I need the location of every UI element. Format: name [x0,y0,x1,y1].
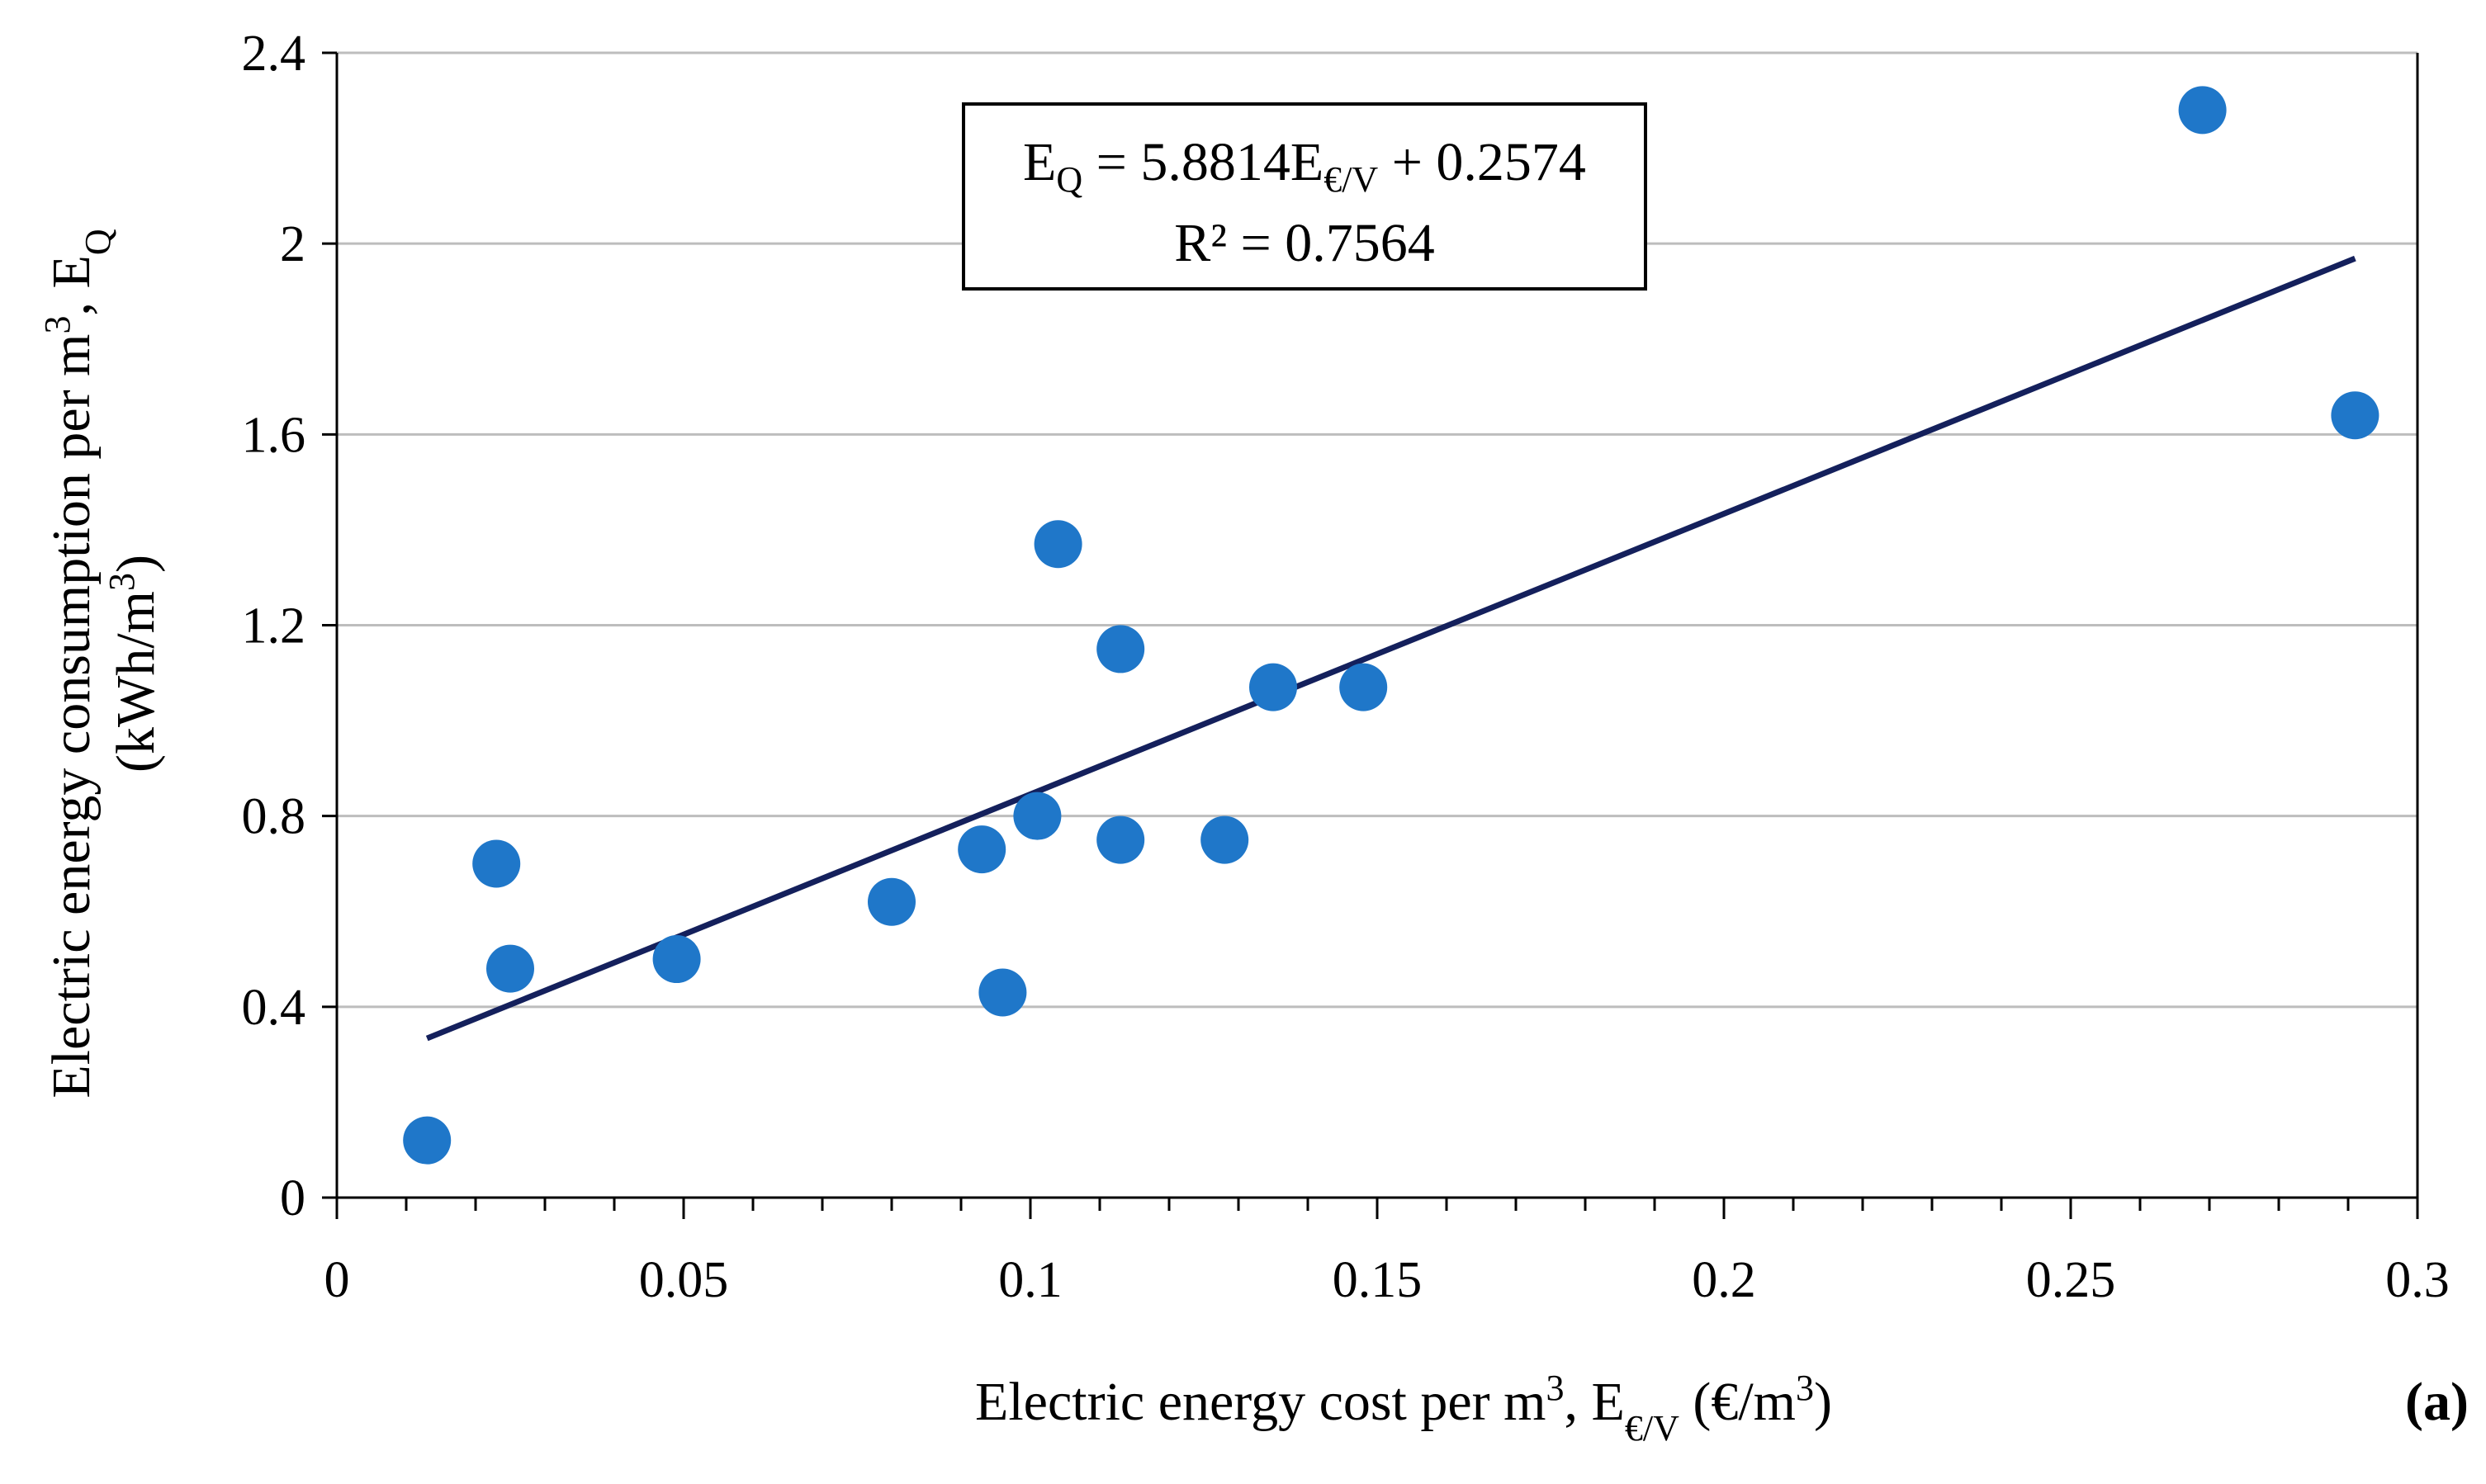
trend-equation: EQ = 5.8814E€/V + 0.2574 [1023,132,1586,200]
data-point-5 [958,825,1006,874]
eq-lhs-sub: Q [1056,159,1082,200]
x-tick-label-3: 0.15 [1333,1252,1423,1308]
axes [322,51,2419,1219]
eq-middle: = 5.8814E [1082,132,1323,192]
x-title-sup1: 3 [1546,1368,1565,1408]
data-point-12 [1249,663,1297,711]
x-tick-label-0: 0 [324,1252,350,1308]
data-point-8 [1034,520,1082,569]
x-title-main: Electric energy cost per m [975,1372,1546,1432]
eq-intercept: + 0.2574 [1378,132,1586,192]
y-title-line2: (kWh/m3) [102,555,167,773]
panel-label: (a) [2405,1372,2469,1432]
data-point-13 [1339,663,1388,711]
tick-labels: 0 0.4 0.8 1.2 1.6 2 2.4 0 0.05 0.1 0.15 0.2 0.25 0.3 [242,26,2450,1308]
r-squared: R² = 0.7564 [1174,213,1435,273]
y-title-line1-sep: , E [41,255,102,315]
data-point-15 [2331,391,2379,440]
x-title-unit-open: (€/m [1679,1372,1796,1432]
trend-line [425,255,2356,1042]
eq-rhs-sub: €/V [1323,159,1378,200]
x-axis-title: Electric energy cost per m3, E€/V (€/m3) [975,1368,1832,1449]
data-point-7 [1013,792,1062,840]
equation-box: EQ = 5.8814E€/V + 0.2574 R² = 0.7564 [962,102,1647,291]
data-point-0 [403,1116,452,1165]
data-point-6 [978,968,1027,1017]
y-tick-label-4: 1.6 [242,407,306,463]
y-title-line1-main: Electric energy consumption per m [41,333,102,1098]
data-point-2 [486,944,534,993]
x-tick-label-6: 0.3 [2385,1252,2450,1308]
data-point-10 [1096,815,1145,864]
data-point-9 [1096,625,1145,673]
y-title-line2-sup: 3 [102,573,142,591]
y-title-line2-main: (kWh/m [106,591,166,773]
y-tick-label-1: 0.4 [242,980,306,1036]
y-tick-label-2: 0.8 [242,789,306,845]
y-tick-label-5: 2 [280,216,305,272]
data-point-11 [1200,815,1249,864]
x-title-unit-close: ) [1814,1372,1832,1432]
y-tick-label-6: 2.4 [242,26,306,82]
x-tick-label-2: 0.1 [998,1252,1063,1308]
y-axis-title: Electric energy consumption per m3, EQ (… [37,229,167,1099]
data-point-14 [2178,86,2227,135]
y-title-line1-sup: 3 [37,315,78,333]
data-point-3 [652,935,701,984]
y-title-line1: Electric energy consumption per m3, EQ [37,229,118,1099]
x-tick-label-1: 0.05 [639,1252,729,1308]
x-title-sup2: 3 [1796,1368,1814,1408]
equation-box-frame [962,102,1647,291]
x-title-sep: , E [1565,1372,1625,1432]
y-title-line1-sub: Q [78,229,118,255]
x-tick-label-5: 0.25 [2026,1252,2116,1308]
data-point-1 [472,839,521,888]
data-point-4 [868,877,916,926]
y-tick-label-3: 1.2 [242,598,306,655]
y-tick-label-0: 0 [280,1170,305,1226]
data-points [403,86,2379,1165]
x-title-sub: €/V [1625,1408,1679,1449]
trendline-layer [425,255,2356,1042]
eq-lhs: E [1023,132,1056,192]
y-title-line2-close: ) [106,555,166,573]
x-tick-label-4: 0.2 [1692,1252,1756,1308]
